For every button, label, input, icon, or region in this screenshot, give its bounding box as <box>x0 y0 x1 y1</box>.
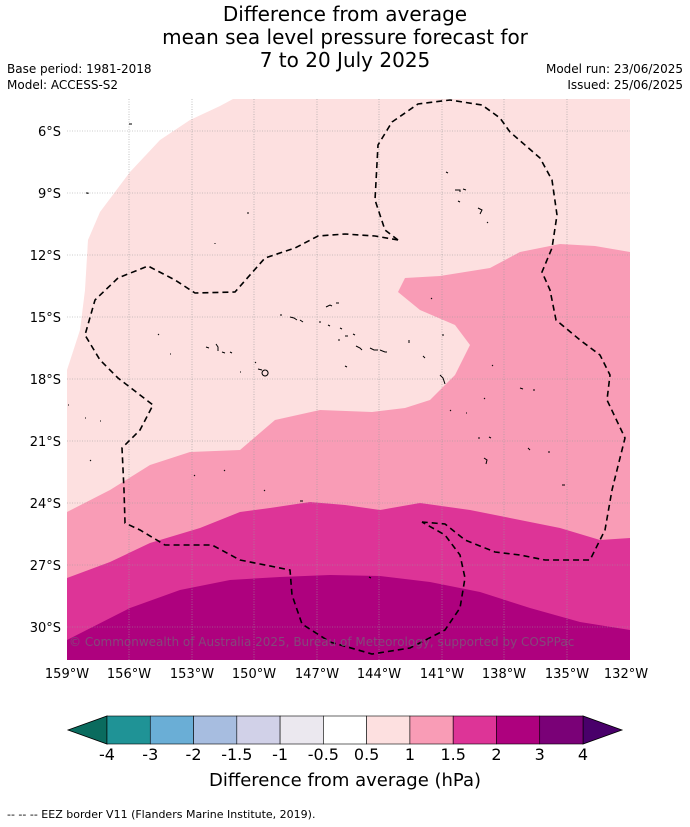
colorbar <box>66 715 624 745</box>
colorbar-segment <box>366 715 411 745</box>
colorbar-segment <box>496 715 541 745</box>
colorbar-title: Difference from average (hPa) <box>208 770 482 791</box>
lat-label: 24°S <box>30 497 61 512</box>
colorbar-segment <box>106 715 151 745</box>
model-label: Model: ACCESS-S2 <box>7 78 119 92</box>
lat-label: 12°S <box>30 249 61 264</box>
colorbar-segment <box>323 715 367 745</box>
lat-label: 18°S <box>30 373 61 388</box>
colorbar-tick-label: -4 <box>99 745 115 764</box>
lat-labels: 6°S 9°S 12°S 15°S 18°S 21°S 24°S 27°S 30… <box>30 125 61 636</box>
base-period-label: Base period: 1981-2018 <box>7 62 152 76</box>
anomaly-fill-neutral <box>67 99 233 370</box>
colorbar-tick-label: -1 <box>272 745 289 764</box>
map-frame: © Commonwealth of Australia 2025, Bureau… <box>67 99 630 660</box>
eez-borders <box>84 99 626 655</box>
colorbar-segment <box>236 715 281 745</box>
colorbar-tick-label: 4 <box>577 745 589 764</box>
lon-label: 144°W <box>357 667 401 682</box>
model-run-label: Model run: 23/06/2025 <box>545 62 683 76</box>
lon-label: 153°W <box>170 667 214 682</box>
issued-label: Issued: 25/06/2025 <box>567 78 683 92</box>
title-line-2: mean sea level pressure forecast for <box>162 25 528 49</box>
colorbar-extend-min <box>66 715 108 745</box>
colorbar-tick-label: -2 <box>185 745 202 764</box>
lon-labels: 159°W 156°W 153°W 150°W 147°W 144°W 141°… <box>45 667 648 682</box>
colorbar-segment <box>279 715 324 745</box>
islands <box>68 123 565 579</box>
lat-label: 21°S <box>30 435 61 450</box>
colorbar-segment <box>193 715 238 745</box>
colorbar-tick-label: 3 <box>534 745 545 764</box>
colorbar-tick-label: -0.5 <box>307 745 339 764</box>
lon-label: 159°W <box>45 667 89 682</box>
lon-label: 135°W <box>545 667 589 682</box>
copyright-text: © Commonwealth of Australia 2025, Bureau… <box>69 635 574 649</box>
anomaly-fill-2-3 <box>67 575 630 660</box>
lat-label: 30°S <box>30 621 61 636</box>
colorbar-segment <box>539 715 584 745</box>
lon-label: 150°W <box>232 667 276 682</box>
eez-footer-note: -- -- -- EEZ border V11 (Flanders Marine… <box>7 808 316 821</box>
lon-label: 156°W <box>107 667 151 682</box>
lon-label: 147°W <box>295 667 339 682</box>
colorbar-tick-label: 1.5 <box>440 745 466 764</box>
colorbar-tick-label: 1 <box>404 745 415 764</box>
colorbar-tick-label: 2 <box>491 745 502 764</box>
lon-label: 138°W <box>482 667 526 682</box>
lon-label: 141°W <box>420 667 464 682</box>
colorbar-tick-label: -1.5 <box>221 745 253 764</box>
lon-label: 132°W <box>604 667 648 682</box>
lat-label: 6°S <box>38 125 61 140</box>
gridlines <box>67 99 630 660</box>
lat-label: 15°S <box>30 311 61 326</box>
lat-label: 9°S <box>38 187 61 202</box>
colorbar-segment <box>409 715 454 745</box>
colorbar-segment <box>149 715 194 745</box>
colorbar-segment <box>452 715 497 745</box>
title-line-3: 7 to 20 July 2025 <box>259 48 431 72</box>
colorbar-tick-label: -3 <box>142 745 159 764</box>
lat-label: 27°S <box>30 559 61 574</box>
colorbar-extend-max <box>582 715 624 745</box>
colorbar-tick-label: 0.5 <box>353 745 380 764</box>
title-line-1: Difference from average <box>222 2 468 26</box>
